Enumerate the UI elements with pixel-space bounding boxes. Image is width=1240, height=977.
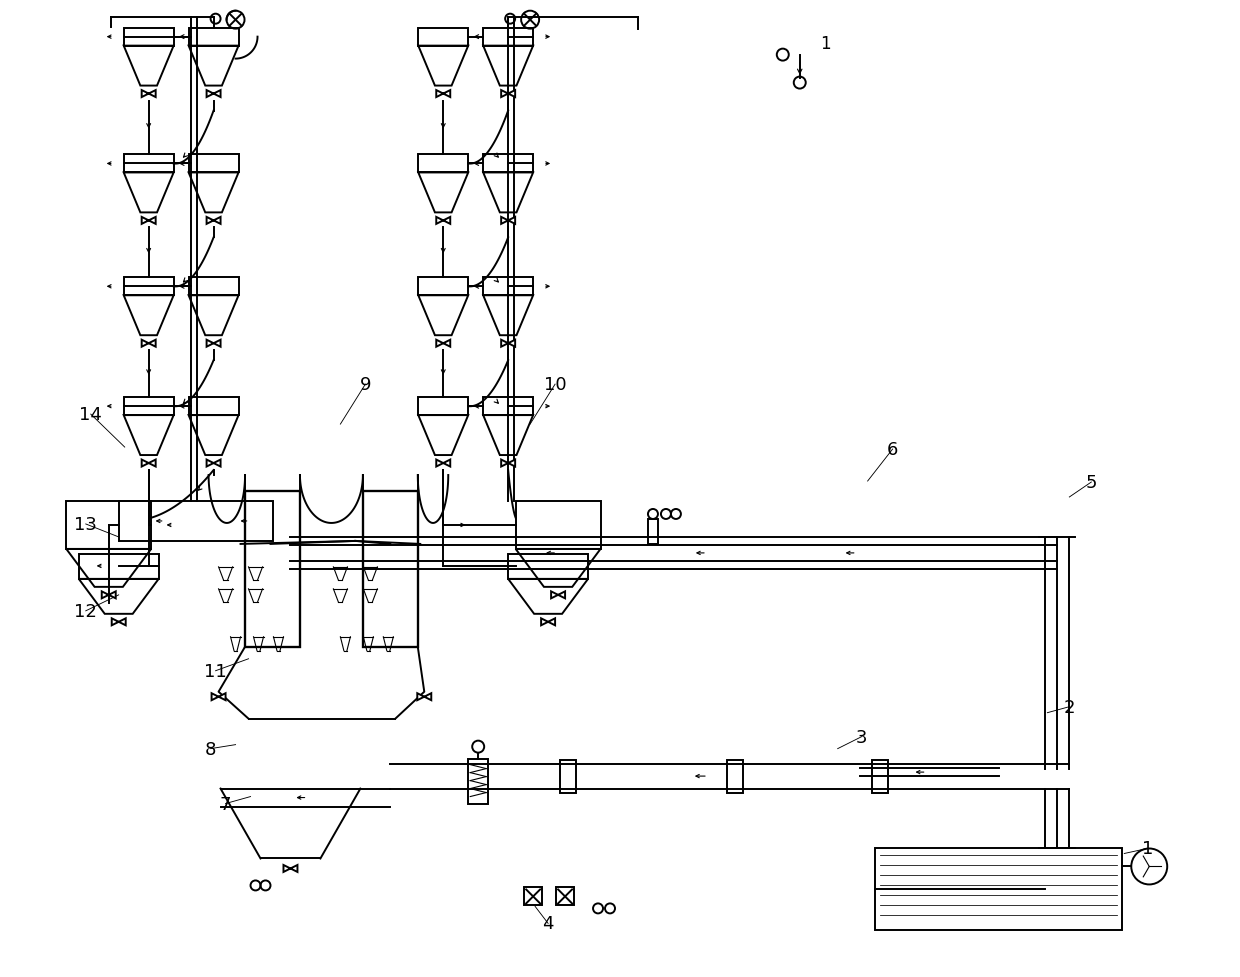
Bar [418,28,469,47]
Bar [418,278,469,296]
Polygon shape [551,592,565,599]
Polygon shape [141,91,156,98]
Polygon shape [112,618,125,625]
Bar [418,155,469,173]
Text: 9: 9 [360,376,371,394]
Text: 13: 13 [74,516,97,533]
Text: 6: 6 [887,441,898,458]
Text: 4: 4 [542,914,554,932]
Bar [484,398,533,415]
Text: 2: 2 [1064,698,1075,716]
Bar [484,278,533,296]
Polygon shape [102,592,115,599]
Bar [66,501,151,549]
Bar [556,887,574,906]
Text: 8: 8 [205,740,216,758]
Polygon shape [436,340,450,348]
Polygon shape [501,340,515,348]
Bar [124,398,174,415]
Bar [188,398,238,415]
Text: 12: 12 [74,602,97,620]
Bar [188,278,238,296]
Bar [79,554,159,579]
Polygon shape [501,91,515,98]
Bar [246,491,300,647]
Polygon shape [418,694,432,701]
Polygon shape [212,694,226,701]
Text: 1: 1 [820,34,831,53]
Bar [124,28,174,47]
Polygon shape [207,91,221,98]
Text: 14: 14 [79,405,102,424]
Polygon shape [436,460,450,467]
Bar [525,887,542,906]
Bar [484,28,533,47]
Bar [560,760,577,792]
Bar [119,501,274,541]
Bar [363,491,418,647]
Bar [727,760,743,792]
Polygon shape [436,218,450,225]
Text: 5: 5 [1085,474,1097,491]
Bar [124,278,174,296]
Polygon shape [501,460,515,467]
Polygon shape [207,218,221,225]
Polygon shape [141,340,156,348]
Text: 1: 1 [1142,839,1153,858]
Text: 7: 7 [219,794,232,813]
Bar [418,398,469,415]
Polygon shape [207,460,221,467]
Polygon shape [141,460,156,467]
Bar [872,760,888,792]
Bar [469,759,489,804]
Bar [649,520,658,544]
Polygon shape [541,618,556,625]
Polygon shape [284,865,298,872]
Bar [484,155,533,173]
Bar [188,155,238,173]
Polygon shape [436,91,450,98]
Polygon shape [501,218,515,225]
Polygon shape [207,340,221,348]
Bar [516,501,600,549]
Bar [124,155,174,173]
Text: 10: 10 [544,376,567,394]
Bar [508,554,588,579]
Bar [188,28,238,47]
Text: 3: 3 [856,728,868,745]
Polygon shape [141,218,156,225]
Text: 11: 11 [205,662,227,680]
Bar [874,849,1122,930]
